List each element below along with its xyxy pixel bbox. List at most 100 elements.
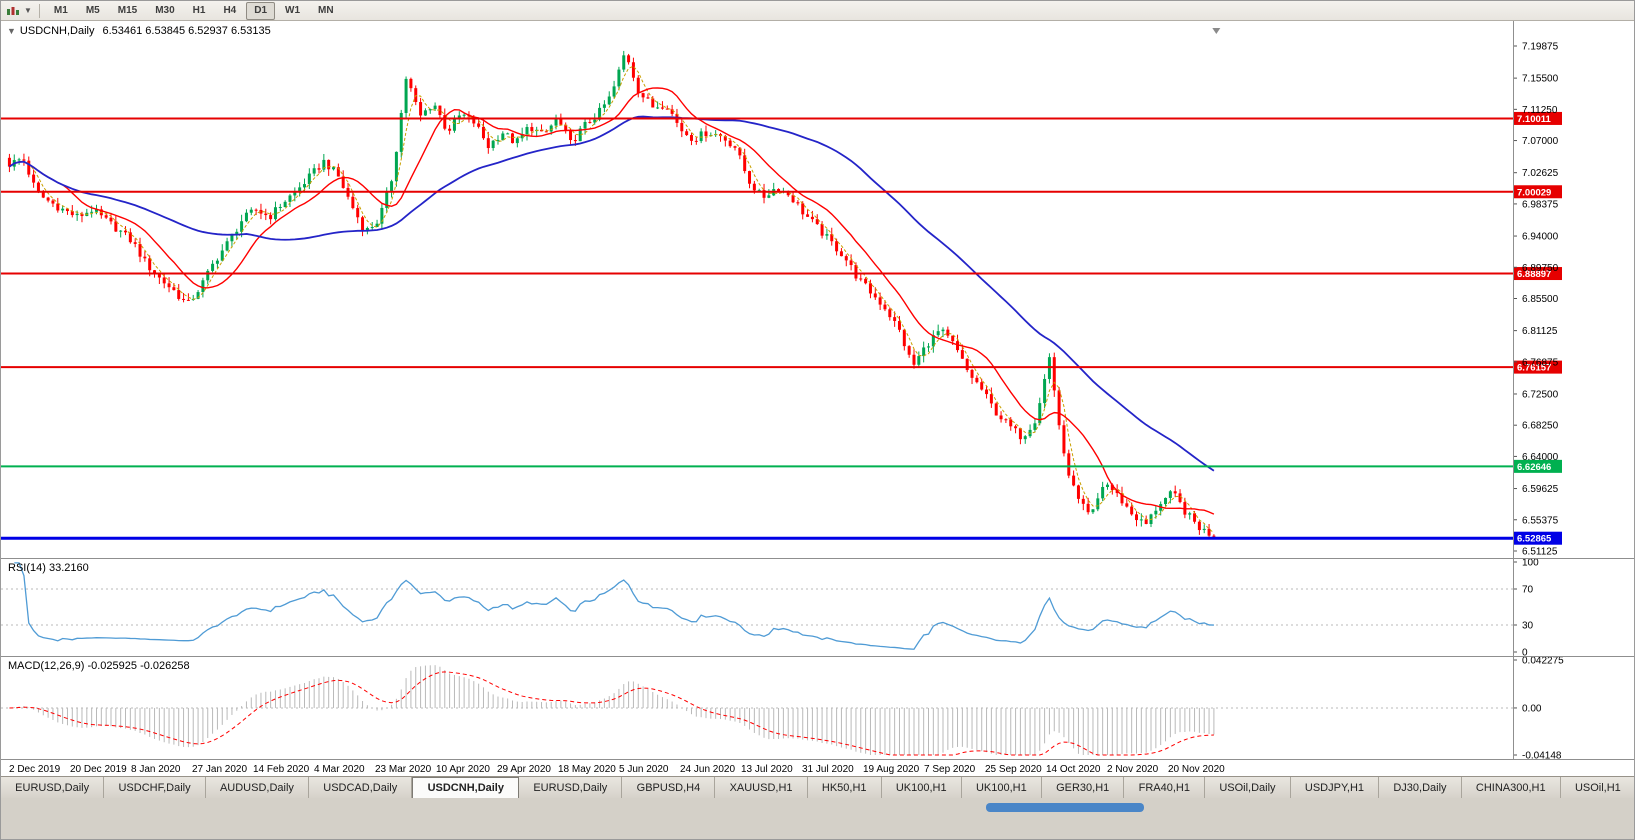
timeframe-button-d1[interactable]: D1	[246, 1, 276, 20]
svg-text:0: 0	[1522, 648, 1528, 659]
rsi-line	[14, 562, 1214, 650]
svg-text:6.59625: 6.59625	[1522, 484, 1559, 495]
chart-tab-eurusd-daily[interactable]: EURUSD,Daily	[1, 777, 105, 798]
svg-text:6.52865: 6.52865	[1517, 534, 1552, 545]
chart-canvas[interactable]: 7.10011 7.00029 6.88897 6.76157 6.62646 6.528…	[1, 21, 1635, 776]
chart-tab-eurusd-daily[interactable]: EURUSD,Daily	[519, 777, 623, 798]
charts-toolbar-icon[interactable]	[4, 3, 22, 18]
svg-text:5 Jun 2020: 5 Jun 2020	[619, 764, 669, 775]
chart-tab-usoil-daily[interactable]: USOil,Daily	[1205, 777, 1291, 798]
chart-tab-xauusd-h1[interactable]: XAUUSD,H1	[715, 777, 808, 798]
svg-text:0.042275: 0.042275	[1522, 656, 1564, 667]
svg-text:6.64000: 6.64000	[1522, 452, 1559, 463]
svg-text:6.62646: 6.62646	[1517, 462, 1551, 473]
svg-text:6.76157: 6.76157	[1517, 363, 1551, 374]
svg-text:13 Jul 2020: 13 Jul 2020	[741, 764, 793, 775]
chart-tab-usdjpy-h1[interactable]: USDJPY,H1	[1290, 777, 1380, 798]
svg-text:7.19875: 7.19875	[1522, 41, 1559, 52]
chart-tab-gbpusd-h4[interactable]: GBPUSD,H4	[622, 777, 716, 798]
chart-tab-hk50-h1[interactable]: HK50,H1	[807, 777, 882, 798]
chart-tab-usdchf-daily[interactable]: USDCHF,Daily	[104, 777, 206, 798]
svg-text:27 Jan 2020: 27 Jan 2020	[192, 764, 247, 775]
svg-text:14 Oct 2020: 14 Oct 2020	[1046, 764, 1101, 775]
timeframe-button-m5[interactable]: M5	[78, 2, 108, 20]
svg-text:20 Dec 2019: 20 Dec 2019	[70, 764, 127, 775]
svg-text:2 Nov 2020: 2 Nov 2020	[1107, 764, 1159, 775]
level-price-tag	[1514, 459, 1562, 473]
level-price-tag	[1514, 111, 1562, 125]
svg-text:8 Jan 2020: 8 Jan 2020	[131, 764, 181, 775]
svg-text:6.68250: 6.68250	[1522, 421, 1559, 432]
bottom-scrollbar-thumb[interactable]	[986, 803, 1144, 812]
svg-text:2 Dec 2019: 2 Dec 2019	[9, 764, 61, 775]
price-chart-svg[interactable]: 7.10011 7.00029 6.88897 6.76157 6.62646 6.528…	[1, 21, 1635, 776]
level-price-tag	[1514, 360, 1562, 374]
svg-text:70: 70	[1522, 585, 1534, 596]
svg-text:6.76875: 6.76875	[1522, 357, 1559, 368]
svg-text:7.10011: 7.10011	[1517, 114, 1552, 125]
svg-text:18 May 2020: 18 May 2020	[558, 764, 616, 775]
level-price-tag	[1514, 267, 1562, 281]
status-strip	[1, 798, 1634, 839]
svg-text:6.72500: 6.72500	[1522, 389, 1559, 400]
svg-text:7.02625: 7.02625	[1522, 168, 1559, 179]
timeframe-button-m1[interactable]: M1	[46, 2, 76, 20]
svg-text:30: 30	[1522, 621, 1534, 632]
ma-fast-line	[9, 87, 1215, 515]
timeframe-buttons: M1 M5 M15 M30 H1 H4 D1 W1 MN	[45, 1, 343, 20]
timeframe-button-mn[interactable]: MN	[310, 2, 342, 20]
svg-text:6.55375: 6.55375	[1522, 515, 1559, 526]
chart-tab-dj30-daily[interactable]: DJ30,Daily	[1379, 777, 1462, 798]
chart-tab-uk100-h1[interactable]: UK100,H1	[881, 777, 962, 798]
svg-text:7.00029: 7.00029	[1517, 187, 1551, 198]
svg-text:6.98375: 6.98375	[1522, 199, 1559, 210]
timeframe-button-m30[interactable]: M30	[147, 2, 182, 20]
timeframe-button-h1[interactable]: H1	[185, 2, 214, 20]
ma-dotted-line	[9, 65, 1215, 534]
svg-text:7.15500: 7.15500	[1522, 74, 1559, 85]
chart-tab-ger30-h1[interactable]: GER30,H1	[1041, 777, 1125, 798]
svg-text:31 Jul 2020: 31 Jul 2020	[802, 764, 854, 775]
svg-text:29 Apr 2020: 29 Apr 2020	[497, 764, 551, 775]
chart-tab-usoil-h1[interactable]: USOil,H1	[1560, 777, 1634, 798]
svg-text:7 Sep 2020: 7 Sep 2020	[924, 764, 976, 775]
toolbar-separator	[38, 3, 40, 18]
chart-tab-uk100-h1[interactable]: UK100,H1	[961, 777, 1042, 798]
svg-text:24 Jun 2020: 24 Jun 2020	[680, 764, 735, 775]
chart-tab-usdcnh-daily[interactable]: USDCNH,Daily	[412, 777, 520, 798]
mini-chart-glyph	[7, 6, 19, 15]
chart-tab-fra40-h1[interactable]: FRA40,H1	[1124, 777, 1206, 798]
svg-text:23 Mar 2020: 23 Mar 2020	[375, 764, 432, 775]
svg-text:100: 100	[1522, 558, 1539, 569]
chart-tab-china300-h1[interactable]: CHINA300,H1	[1461, 777, 1561, 798]
timeframe-toolbar: ▼ M1 M5 M15 M30 H1 H4 D1 W1 MN	[1, 1, 1634, 21]
toolbar-dropdown-icon[interactable]: ▼	[24, 6, 32, 15]
chart-tab-usdcad-daily[interactable]: USDCAD,Daily	[309, 777, 413, 798]
level-price-tag	[1514, 531, 1562, 545]
chart-shift-marker	[1212, 28, 1221, 34]
svg-text:6.51125: 6.51125	[1522, 546, 1558, 557]
svg-text:10 Apr 2020: 10 Apr 2020	[436, 764, 490, 775]
svg-text:7.11250: 7.11250	[1522, 105, 1558, 116]
svg-text:7.07000: 7.07000	[1522, 136, 1559, 147]
svg-text:14 Feb 2020: 14 Feb 2020	[253, 764, 310, 775]
timeframe-button-w1[interactable]: W1	[277, 2, 308, 20]
macd-histogram	[13, 665, 1215, 755]
svg-text:4 Mar 2020: 4 Mar 2020	[314, 764, 365, 775]
svg-text:6.81125: 6.81125	[1522, 326, 1558, 337]
chart-tab-bar: EURUSD,Daily USDCHF,Daily AUDUSD,Daily USDC…	[1, 776, 1634, 798]
svg-text:6.85500: 6.85500	[1522, 294, 1559, 305]
level-price-tag	[1514, 185, 1562, 199]
svg-text:6.88897: 6.88897	[1517, 269, 1551, 280]
svg-text:20 Nov 2020: 20 Nov 2020	[1168, 764, 1225, 775]
svg-text:0.00: 0.00	[1522, 703, 1542, 714]
macd-signal-line	[9, 671, 1214, 756]
svg-text:25 Sep 2020: 25 Sep 2020	[985, 764, 1042, 775]
timeframe-button-h4[interactable]: H4	[215, 2, 244, 20]
svg-text:19 Aug 2020: 19 Aug 2020	[863, 764, 920, 775]
timeframe-button-m15[interactable]: M15	[110, 2, 145, 20]
svg-text:6.89750: 6.89750	[1522, 263, 1559, 274]
svg-text:6.94000: 6.94000	[1522, 232, 1559, 243]
chart-tab-audusd-daily[interactable]: AUDUSD,Daily	[205, 777, 310, 798]
